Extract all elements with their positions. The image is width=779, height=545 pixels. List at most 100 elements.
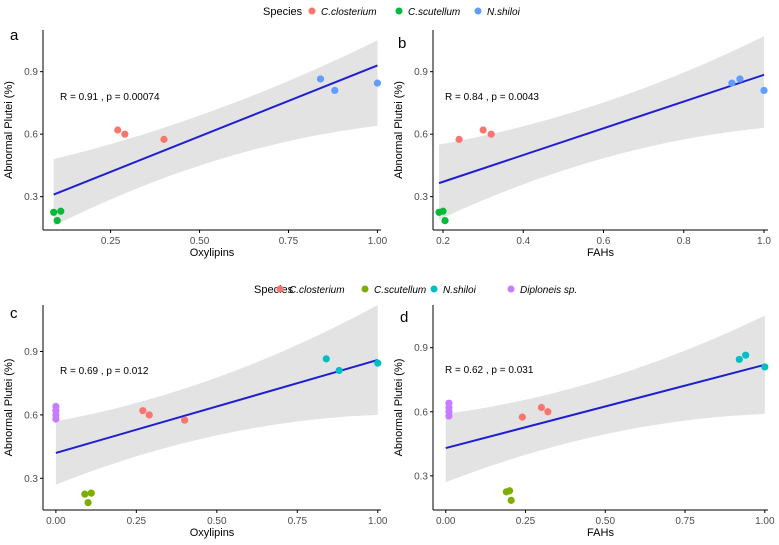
data-point bbox=[331, 86, 339, 95]
data-point bbox=[160, 135, 168, 143]
confidence-band bbox=[445, 315, 765, 483]
panel-d: d 0.3 0.6 0.9 0.00 0.25 0.50 0.75 1.00 FAHs Abnorm… bbox=[393, 305, 775, 539]
panel-a: a 0.3 0.6 0.9 0.25 0.50 0.75 1.00 Oxylipins Abnor… bbox=[3, 27, 388, 259]
legend-swatch bbox=[308, 7, 316, 15]
data-point bbox=[50, 208, 58, 216]
data-point bbox=[87, 489, 95, 497]
data-point bbox=[736, 75, 744, 83]
data-point bbox=[518, 413, 526, 421]
data-point bbox=[139, 407, 147, 415]
y-axis-title: Abnormal Plutei (%) bbox=[3, 81, 15, 179]
legend-title: Species bbox=[263, 6, 303, 18]
correlation-annotation: R = 0.84 , p = 0.0043 bbox=[445, 92, 539, 103]
data-point bbox=[373, 79, 382, 87]
data-point bbox=[728, 79, 736, 87]
data-point bbox=[57, 207, 65, 215]
legend-label: C.scutellum bbox=[408, 7, 460, 18]
x-tick-label: 0.4 bbox=[516, 236, 530, 247]
data-point bbox=[537, 403, 546, 412]
data-point bbox=[487, 130, 495, 138]
x-tick-label: 0.75 bbox=[675, 516, 695, 527]
y-tick-label: 0.6 bbox=[414, 130, 428, 141]
panel-letter: d bbox=[400, 309, 408, 326]
regression-line bbox=[445, 363, 766, 450]
legend-swatch bbox=[507, 285, 515, 293]
data-point bbox=[544, 408, 552, 416]
y-tick-label: 0.9 bbox=[24, 347, 38, 358]
data-point bbox=[761, 363, 769, 371]
data-point bbox=[760, 86, 768, 95]
data-point bbox=[84, 499, 92, 507]
y-tick-label: 0.6 bbox=[24, 410, 38, 421]
legend-label: C.scutellum bbox=[374, 285, 426, 296]
legend-swatch bbox=[276, 285, 284, 293]
data-point bbox=[505, 487, 514, 495]
y-tick-label: 0.9 bbox=[414, 67, 428, 78]
data-point bbox=[145, 411, 153, 419]
legend-label: Diploneis sp. bbox=[520, 285, 577, 296]
y-tick-label: 0.6 bbox=[414, 407, 428, 418]
y-axis-title: Abnormal Plutei (%) bbox=[393, 81, 405, 179]
confidence-band bbox=[55, 305, 378, 485]
legend-swatch bbox=[474, 7, 482, 15]
x-tick-label: 0.50 bbox=[207, 516, 227, 527]
legend-label: C.closterium bbox=[289, 285, 345, 296]
regression-line bbox=[53, 64, 378, 196]
data-point bbox=[181, 416, 189, 424]
x-axis-title: FAHs bbox=[587, 247, 614, 259]
x-axis-title: FAHs bbox=[587, 527, 614, 539]
y-tick-label: 0.9 bbox=[24, 67, 38, 78]
data-point bbox=[439, 207, 447, 215]
legend-swatch bbox=[430, 285, 438, 293]
legend-swatch bbox=[395, 7, 403, 15]
legend-title: Species bbox=[254, 284, 294, 296]
x-axis-title: Oxylipins bbox=[190, 527, 235, 539]
x-tick-label: 0.8 bbox=[677, 236, 691, 247]
y-tick-label: 0.3 bbox=[414, 192, 428, 203]
data-point bbox=[52, 415, 60, 423]
correlation-annotation: R = 0.62 , p = 0.031 bbox=[445, 365, 534, 376]
x-tick-label: 1.00 bbox=[368, 236, 388, 247]
data-point bbox=[81, 490, 89, 498]
legend-label: N.shiloi bbox=[443, 285, 477, 296]
data-point bbox=[445, 412, 453, 420]
x-tick-label: 0.2 bbox=[436, 236, 450, 247]
x-tick-label: 0.25 bbox=[516, 516, 536, 527]
data-point bbox=[479, 126, 487, 134]
x-tick-label: 1.00 bbox=[755, 516, 775, 527]
panel-letter: a bbox=[10, 27, 19, 44]
x-axis-title: Oxylipins bbox=[190, 247, 235, 259]
data-point bbox=[455, 135, 463, 143]
y-axis-title: Abnormal Plutei (%) bbox=[3, 359, 15, 457]
data-point bbox=[507, 496, 515, 504]
panel-letter: b bbox=[398, 35, 406, 52]
data-point bbox=[335, 366, 343, 375]
data-point bbox=[53, 217, 61, 225]
x-tick-label: 0.50 bbox=[190, 236, 210, 247]
x-tick-label: 1.0 bbox=[757, 236, 771, 247]
data-point bbox=[742, 351, 750, 359]
x-tick-label: 0.25 bbox=[127, 516, 147, 527]
correlation-annotation: R = 0.69 , p = 0.012 bbox=[60, 366, 149, 377]
data-point bbox=[114, 126, 122, 134]
legend-swatch bbox=[361, 285, 369, 293]
legend-label: C.closterium bbox=[321, 7, 377, 18]
data-point bbox=[735, 355, 743, 364]
y-tick-label: 0.9 bbox=[414, 343, 428, 354]
correlation-annotation: R = 0.91 , p = 0.00074 bbox=[60, 92, 160, 103]
x-tick-label: 1.00 bbox=[368, 516, 388, 527]
x-tick-label: 0.00 bbox=[436, 516, 456, 527]
y-tick-label: 0.3 bbox=[24, 192, 38, 203]
regression-line bbox=[55, 358, 379, 454]
confidence-band bbox=[53, 40, 378, 226]
x-tick-label: 0.00 bbox=[46, 516, 66, 527]
x-tick-label: 0.75 bbox=[279, 236, 299, 247]
y-tick-label: 0.3 bbox=[414, 471, 428, 482]
x-tick-label: 0.25 bbox=[101, 236, 121, 247]
data-point bbox=[121, 130, 129, 138]
data-point bbox=[374, 359, 382, 367]
legend-label: N.shiloi bbox=[487, 7, 521, 18]
regression-line bbox=[438, 73, 765, 185]
